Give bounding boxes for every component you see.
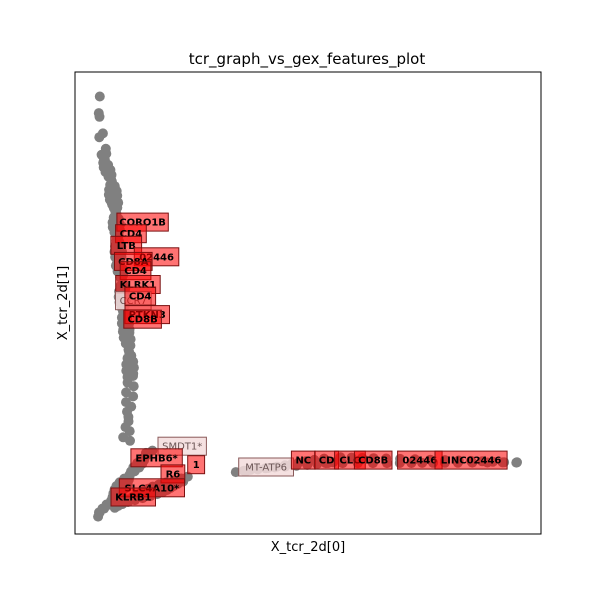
gene-label-text: LINC02446 bbox=[441, 456, 502, 467]
gene-labels: CORO1BCD4LTB02446CD8ACD4KLRK1CCR7CD4PTKN… bbox=[110, 212, 508, 507]
gene-label-text: 02446 bbox=[402, 456, 437, 467]
gene-label: NC bbox=[290, 450, 316, 470]
gene-label-box bbox=[110, 487, 156, 507]
y-axis-label: X_tcr_2d[1] bbox=[56, 266, 71, 340]
gene-label-text: CD8B bbox=[358, 456, 388, 467]
gene-label-text: CLC bbox=[339, 456, 360, 467]
scatter-point bbox=[511, 457, 522, 468]
scatter-point bbox=[94, 91, 105, 102]
gene-label-box bbox=[434, 450, 508, 470]
scatter-point bbox=[94, 132, 105, 143]
gene-label-text: KLRK1 bbox=[120, 280, 157, 291]
gene-label: CD8B bbox=[353, 450, 393, 470]
gene-label-text: CD4 bbox=[120, 229, 143, 240]
scatter-point bbox=[125, 435, 135, 446]
gene-label-text: CD8B bbox=[127, 315, 157, 326]
gene-label-text: LTB bbox=[117, 241, 136, 252]
chart-title: tcr_graph_vs_gex_features_plot bbox=[189, 50, 426, 69]
plot-area: CORO1BCD4LTB02446CD8ACD4KLRK1CCR7CD4PTKN… bbox=[74, 71, 542, 535]
gene-label-text: 02446 bbox=[139, 252, 174, 263]
gene-label-text: EPHB6* bbox=[135, 453, 178, 464]
scatter-point bbox=[128, 371, 138, 381]
gene-label-text: NC bbox=[295, 456, 311, 467]
gene-label-box bbox=[130, 448, 183, 468]
gene-label: CD8B bbox=[123, 309, 162, 329]
gene-label: 1 bbox=[187, 455, 206, 475]
gene-label-text: MT-ATP6 bbox=[245, 463, 287, 474]
gene-label-box bbox=[353, 450, 393, 470]
gene-label: MT-ATP6 bbox=[238, 457, 294, 477]
gene-label-text: SMDT1* bbox=[162, 442, 202, 453]
gene-label-box bbox=[123, 309, 162, 329]
gene-label-text: KLRB1 bbox=[115, 493, 151, 504]
scatter-point bbox=[128, 391, 139, 402]
gene-label-text: R6 bbox=[166, 469, 181, 480]
gene-label: CD4 bbox=[124, 286, 157, 306]
gene-label-text: 1 bbox=[193, 460, 200, 471]
scatter-point bbox=[94, 111, 105, 122]
gene-label: LINC02446 bbox=[434, 450, 508, 470]
scatter-point bbox=[124, 426, 135, 437]
gene-label: EPHB6* bbox=[130, 448, 183, 468]
gene-label-text: CD bbox=[319, 456, 335, 467]
gene-label: KLRB1 bbox=[110, 487, 156, 507]
scatter-point bbox=[128, 381, 139, 392]
plot-frame bbox=[74, 71, 542, 535]
gene-label-text: CD4 bbox=[129, 292, 152, 303]
gene-label-box bbox=[187, 455, 206, 475]
gene-label-text: CORO1B bbox=[119, 218, 166, 229]
gene-label-text: CD4 bbox=[124, 266, 147, 277]
x-axis-label: X_tcr_2d[0] bbox=[271, 540, 345, 555]
